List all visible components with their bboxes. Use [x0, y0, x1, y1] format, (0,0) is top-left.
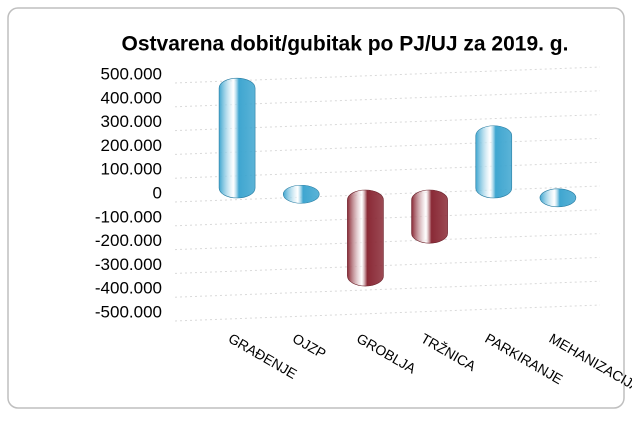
- chart-frame: [7, 7, 625, 409]
- grid-line: [174, 185, 601, 203]
- grid-line: [174, 209, 601, 227]
- y-tick-label: 500.000: [101, 64, 162, 83]
- bar: [282, 184, 320, 204]
- y-tick-label: -200.000: [95, 231, 162, 250]
- y-tick-label: 300.000: [101, 112, 162, 131]
- chart-title: Ostvarena dobit/gubitak po PJ/UJ za 2019…: [122, 33, 569, 56]
- y-tick-label: -100.000: [95, 207, 162, 226]
- bar: [411, 189, 448, 244]
- bar: [218, 77, 256, 199]
- y-tick-label: -500.000: [95, 302, 162, 321]
- bar: [475, 125, 513, 199]
- grid-line: [174, 280, 601, 298]
- bar: [347, 189, 384, 287]
- y-tick-label: 400.000: [101, 88, 162, 107]
- grid-line: [174, 304, 601, 322]
- grid-line: [174, 256, 601, 274]
- bar: [539, 188, 577, 208]
- y-tick-label: 100.000: [101, 160, 162, 179]
- y-tick-label: 0: [153, 183, 162, 202]
- grid-line: [174, 233, 601, 251]
- y-tick-label: -400.000: [95, 279, 162, 298]
- y-tick-label: 200.000: [101, 136, 162, 155]
- y-tick-label: -300.000: [95, 255, 162, 274]
